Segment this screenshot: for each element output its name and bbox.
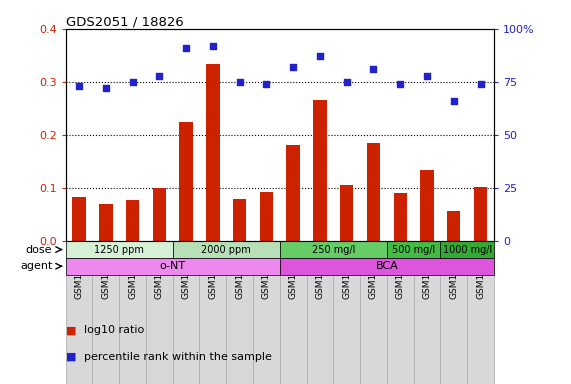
- Text: 250 mg/l: 250 mg/l: [312, 245, 355, 255]
- Bar: [413, 241, 440, 384]
- Point: [235, 79, 244, 85]
- Bar: [307, 241, 333, 384]
- Bar: [66, 241, 173, 258]
- Point: [74, 83, 83, 89]
- Point: [208, 43, 218, 49]
- Point: [128, 79, 137, 85]
- Bar: [340, 185, 353, 241]
- Bar: [152, 187, 166, 241]
- Bar: [387, 241, 440, 258]
- Point: [155, 73, 164, 79]
- Point: [288, 64, 297, 70]
- Bar: [173, 241, 280, 258]
- Text: 1250 ppm: 1250 ppm: [94, 245, 144, 255]
- Point: [101, 85, 110, 91]
- Bar: [73, 197, 86, 241]
- Bar: [440, 241, 494, 258]
- Text: o-NT: o-NT: [160, 261, 186, 271]
- Text: percentile rank within the sample: percentile rank within the sample: [84, 352, 272, 362]
- Text: BCA: BCA: [376, 261, 398, 271]
- Bar: [126, 200, 139, 241]
- Bar: [280, 241, 387, 258]
- Bar: [367, 143, 380, 241]
- Point: [476, 81, 485, 87]
- Bar: [280, 241, 307, 384]
- Text: log10 ratio: log10 ratio: [84, 325, 144, 335]
- Bar: [467, 241, 494, 384]
- Bar: [199, 241, 226, 384]
- Bar: [313, 101, 327, 241]
- Bar: [179, 122, 193, 241]
- Point: [342, 79, 351, 85]
- Bar: [393, 194, 407, 241]
- Bar: [260, 192, 273, 241]
- Point: [369, 66, 378, 72]
- Text: 500 mg/l: 500 mg/l: [392, 245, 435, 255]
- Text: agent: agent: [20, 261, 53, 271]
- Bar: [440, 241, 467, 384]
- Text: ■: ■: [66, 352, 76, 362]
- Bar: [93, 241, 119, 384]
- Bar: [420, 170, 434, 241]
- Bar: [119, 241, 146, 384]
- Point: [262, 81, 271, 87]
- Bar: [226, 241, 253, 384]
- Bar: [280, 258, 494, 275]
- Point: [315, 53, 324, 60]
- Text: GDS2051 / 18826: GDS2051 / 18826: [66, 15, 183, 28]
- Bar: [387, 241, 413, 384]
- Bar: [287, 144, 300, 241]
- Point: [423, 73, 432, 79]
- Point: [396, 81, 405, 87]
- Bar: [360, 241, 387, 384]
- Bar: [66, 241, 93, 384]
- Bar: [146, 241, 173, 384]
- Bar: [206, 65, 220, 241]
- Text: 2000 ppm: 2000 ppm: [202, 245, 251, 255]
- Point: [182, 45, 191, 51]
- Bar: [447, 211, 460, 241]
- Text: dose: dose: [26, 245, 53, 255]
- Bar: [333, 241, 360, 384]
- Text: 1000 mg/l: 1000 mg/l: [443, 245, 492, 255]
- Bar: [66, 258, 280, 275]
- Text: ■: ■: [66, 325, 76, 335]
- Bar: [233, 199, 246, 241]
- Bar: [474, 187, 487, 241]
- Bar: [253, 241, 280, 384]
- Bar: [99, 204, 112, 241]
- Bar: [173, 241, 199, 384]
- Point: [449, 98, 459, 104]
